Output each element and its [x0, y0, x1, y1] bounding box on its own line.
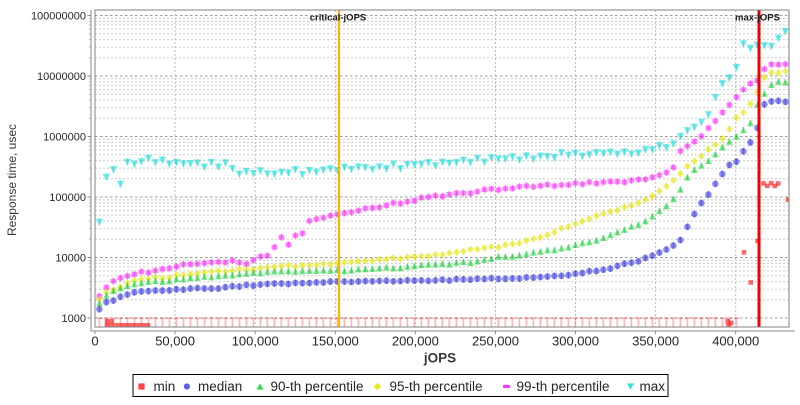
svg-text:max: max: [640, 379, 666, 394]
svg-text:95-th percentile: 95-th percentile: [390, 379, 483, 394]
svg-text:max-jOPS: max-jOPS: [735, 13, 780, 24]
svg-text:100000000: 100000000: [31, 10, 86, 22]
svg-text:10000000: 10000000: [37, 71, 86, 83]
svg-text:min: min: [154, 379, 176, 394]
svg-text:400,000: 400,000: [712, 334, 759, 349]
svg-text:350,000: 350,000: [632, 334, 679, 349]
svg-text:10000: 10000: [55, 252, 86, 264]
svg-text:critical-jOPS: critical-jOPS: [310, 13, 367, 24]
svg-text:0: 0: [91, 334, 98, 349]
svg-text:300,000: 300,000: [552, 334, 599, 349]
svg-text:99-th percentile: 99-th percentile: [517, 379, 610, 394]
svg-text:200,000: 200,000: [392, 334, 439, 349]
svg-text:250,000: 250,000: [472, 334, 519, 349]
svg-text:100000: 100000: [49, 192, 86, 204]
svg-text:jOPS: jOPS: [423, 351, 456, 366]
svg-text:50,000: 50,000: [155, 334, 195, 349]
svg-text:1000: 1000: [62, 313, 86, 325]
svg-text:150,000: 150,000: [312, 334, 359, 349]
svg-text:100,000: 100,000: [232, 334, 279, 349]
svg-text:Response time, usec: Response time, usec: [5, 124, 19, 236]
svg-text:median: median: [198, 379, 242, 394]
svg-text:90-th percentile: 90-th percentile: [271, 379, 364, 394]
svg-text:1000000: 1000000: [43, 131, 86, 143]
